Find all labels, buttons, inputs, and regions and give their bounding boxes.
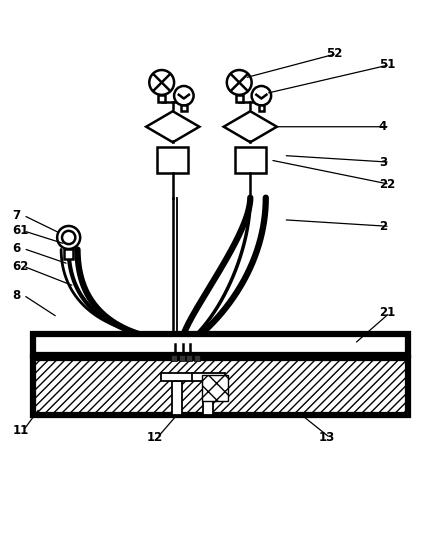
Bar: [64, 249, 73, 259]
Text: 3: 3: [379, 156, 387, 169]
Bar: [160, 374, 194, 381]
Text: 62: 62: [12, 260, 29, 273]
Text: 13: 13: [319, 431, 335, 444]
Text: 22: 22: [379, 178, 395, 191]
Text: 11: 11: [12, 424, 29, 437]
Text: 7: 7: [12, 209, 20, 222]
Text: 6: 6: [12, 242, 21, 255]
Circle shape: [174, 86, 194, 105]
Text: 21: 21: [379, 306, 395, 320]
Bar: [181, 105, 187, 112]
Bar: [235, 147, 266, 173]
Bar: [194, 355, 200, 361]
Bar: [157, 147, 188, 173]
Circle shape: [149, 70, 174, 95]
Text: 61: 61: [12, 224, 29, 237]
Bar: [236, 95, 243, 103]
Text: 12: 12: [146, 431, 163, 444]
Bar: [191, 374, 225, 381]
Bar: [202, 375, 228, 401]
Bar: [259, 105, 264, 112]
Text: 4: 4: [379, 120, 387, 133]
Polygon shape: [146, 111, 199, 142]
Polygon shape: [224, 111, 277, 142]
Bar: [203, 381, 213, 415]
Bar: [172, 381, 182, 415]
Text: 8: 8: [12, 288, 21, 302]
Bar: [179, 355, 185, 361]
Bar: [186, 355, 192, 361]
Circle shape: [252, 86, 271, 105]
Bar: [33, 333, 408, 355]
Bar: [158, 95, 165, 103]
Text: 2: 2: [379, 220, 387, 233]
Text: 51: 51: [379, 58, 395, 71]
Text: 52: 52: [326, 47, 342, 60]
Circle shape: [57, 226, 80, 249]
Circle shape: [227, 70, 252, 95]
Circle shape: [62, 231, 75, 244]
Bar: [33, 358, 408, 415]
Bar: [171, 355, 177, 361]
